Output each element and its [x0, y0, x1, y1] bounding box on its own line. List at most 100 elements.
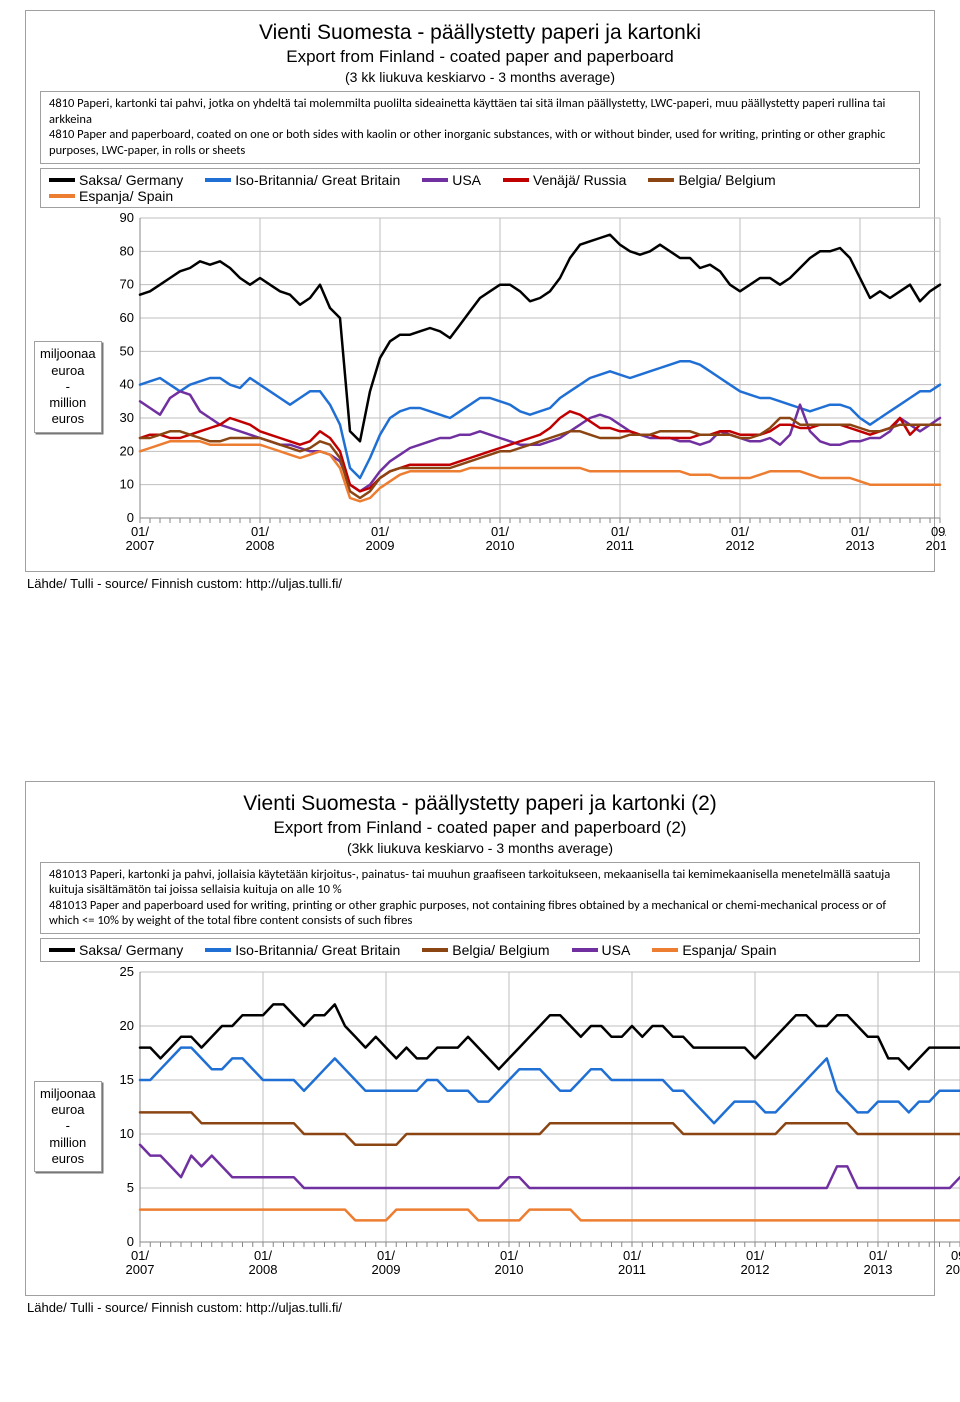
legend-swatch	[572, 948, 598, 952]
legend-label: Saksa/ Germany	[79, 942, 183, 958]
svg-text:01/: 01/	[131, 524, 149, 539]
legend-swatch	[422, 178, 448, 182]
svg-text:2013: 2013	[845, 538, 874, 553]
legend-label: Espanja/ Spain	[79, 188, 173, 204]
chart2-legend: Saksa/ Germany Iso-Britannia/ Great Brita…	[40, 938, 920, 962]
chart2-desc-fi: 481013 Paperi, kartonki ja pahvi, jollai…	[49, 867, 890, 898]
legend-swatch	[205, 178, 231, 182]
svg-text:2008: 2008	[245, 538, 274, 553]
chart2-desc-en: 481013 Paper and paperboard used for wri…	[49, 898, 886, 929]
chart1-title-en: Export from Finland - coated paper and p…	[34, 47, 926, 67]
legend-swatch	[49, 948, 75, 952]
chart1-source: Lähde/ Tulli - source/ Finnish custom: h…	[27, 576, 945, 591]
svg-text:09/: 09/	[951, 1248, 960, 1263]
chart1-ylabel: miljoonaa euroa - million euros	[34, 341, 102, 432]
legend-item: Saksa/ Germany	[49, 942, 183, 958]
legend-label: Espanja/ Spain	[682, 942, 776, 958]
svg-text:09/: 09/	[931, 524, 946, 539]
svg-text:01/: 01/	[623, 1248, 641, 1263]
svg-text:30: 30	[119, 410, 133, 425]
svg-text:20: 20	[119, 443, 133, 458]
legend-swatch	[205, 948, 231, 952]
legend-swatch	[503, 178, 529, 182]
chart1-legend: Saksa/ Germany Iso-Britannia/ Great Brita…	[40, 168, 920, 208]
svg-text:01/: 01/	[731, 524, 749, 539]
svg-text:01/: 01/	[491, 524, 509, 539]
svg-text:01/: 01/	[377, 1248, 395, 1263]
svg-text:2010: 2010	[494, 1262, 523, 1277]
chart2-ylabel: miljoonaa euroa - million euros	[34, 1081, 102, 1172]
svg-text:0: 0	[126, 510, 133, 525]
svg-text:01/: 01/	[746, 1248, 764, 1263]
svg-text:2007: 2007	[125, 538, 154, 553]
svg-text:0: 0	[126, 1234, 133, 1249]
svg-text:50: 50	[119, 343, 133, 358]
svg-text:01/: 01/	[611, 524, 629, 539]
legend-swatch	[422, 948, 448, 952]
legend-item: Belgia/ Belgium	[648, 172, 775, 188]
legend-swatch	[648, 178, 674, 182]
chart2-description: 481013 Paperi, kartonki ja pahvi, jollai…	[40, 862, 920, 935]
legend-label: USA	[452, 172, 481, 188]
legend-item: USA	[422, 172, 481, 188]
chart2-title-fi: Vienti Suomesta - päällystetty paperi ja…	[34, 792, 926, 816]
chart1-title-fi: Vienti Suomesta - päällystetty paperi ja…	[34, 21, 926, 45]
svg-text:2010: 2010	[485, 538, 514, 553]
svg-text:10: 10	[119, 1126, 133, 1141]
svg-text:15: 15	[119, 1072, 133, 1087]
legend-label: Iso-Britannia/ Great Britain	[235, 942, 400, 958]
chart2-plot: 051015202501/200701/200801/200901/201001…	[106, 966, 960, 1282]
svg-text:40: 40	[119, 376, 133, 391]
chart1-title-note: (3 kk liukuva keskiarvo - 3 months avera…	[34, 69, 926, 85]
legend-label: Belgia/ Belgium	[452, 942, 549, 958]
legend-label: USA	[602, 942, 631, 958]
svg-text:70: 70	[119, 276, 133, 291]
chart1-desc-en: 4810 Paper and paperboard, coated on one…	[49, 127, 885, 158]
svg-text:2012: 2012	[740, 1262, 769, 1277]
svg-text:2013: 2013	[945, 1262, 960, 1277]
chart1-panel: Vienti Suomesta - päällystetty paperi ja…	[25, 10, 935, 572]
legend-item: Espanja/ Spain	[652, 942, 776, 958]
svg-text:60: 60	[119, 310, 133, 325]
legend-item: USA	[572, 942, 631, 958]
legend-item: Venäjä/ Russia	[503, 172, 626, 188]
svg-text:01/: 01/	[254, 1248, 272, 1263]
legend-swatch	[652, 948, 678, 952]
svg-text:2012: 2012	[725, 538, 754, 553]
legend-swatch	[49, 178, 75, 182]
chart2-title-en: Export from Finland - coated paper and p…	[34, 818, 926, 838]
svg-text:20: 20	[119, 1018, 133, 1033]
legend-label: Saksa/ Germany	[79, 172, 183, 188]
legend-item: Iso-Britannia/ Great Britain	[205, 942, 400, 958]
chart1-desc-fi: 4810 Paperi, kartonki tai pahvi, jotka o…	[49, 96, 885, 127]
legend-item: Espanja/ Spain	[49, 188, 173, 204]
svg-text:2009: 2009	[371, 1262, 400, 1277]
legend-item: Iso-Britannia/ Great Britain	[205, 172, 400, 188]
svg-text:01/: 01/	[851, 524, 869, 539]
svg-text:01/: 01/	[869, 1248, 887, 1263]
svg-text:90: 90	[119, 212, 133, 225]
svg-text:10: 10	[119, 476, 133, 491]
legend-swatch	[49, 194, 75, 198]
chart1-description: 4810 Paperi, kartonki tai pahvi, jotka o…	[40, 91, 920, 164]
svg-text:2009: 2009	[365, 538, 394, 553]
chart2-title-note: (3kk liukuva keskiarvo - 3 months averag…	[34, 840, 926, 856]
legend-label: Iso-Britannia/ Great Britain	[235, 172, 400, 188]
svg-text:25: 25	[119, 966, 133, 979]
svg-text:2013: 2013	[863, 1262, 892, 1277]
legend-label: Venäjä/ Russia	[533, 172, 626, 188]
legend-item: Saksa/ Germany	[49, 172, 183, 188]
svg-text:5: 5	[126, 1180, 133, 1195]
chart2-panel: Vienti Suomesta - päällystetty paperi ja…	[25, 781, 935, 1297]
legend-label: Belgia/ Belgium	[678, 172, 775, 188]
svg-text:01/: 01/	[251, 524, 269, 539]
svg-text:80: 80	[119, 243, 133, 258]
chart1-plot: 010203040506070809001/200701/200801/2009…	[106, 212, 946, 558]
legend-item: Belgia/ Belgium	[422, 942, 549, 958]
svg-text:2013: 2013	[925, 538, 945, 553]
svg-text:01/: 01/	[500, 1248, 518, 1263]
svg-text:2011: 2011	[618, 1262, 646, 1277]
svg-text:01/: 01/	[371, 524, 389, 539]
svg-text:01/: 01/	[131, 1248, 149, 1263]
svg-text:2011: 2011	[606, 538, 634, 553]
